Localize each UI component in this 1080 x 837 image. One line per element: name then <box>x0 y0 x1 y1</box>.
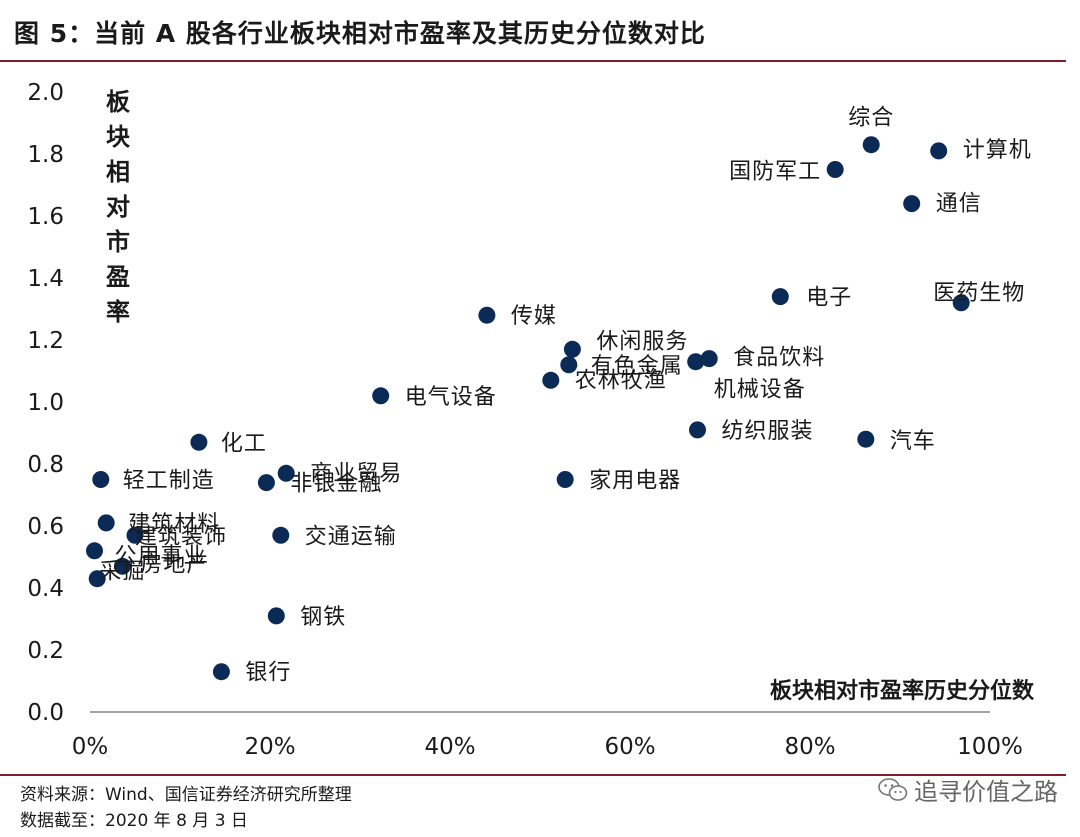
source-note: 资料来源：Wind、国信证券经济研究所整理 <box>20 785 352 805</box>
data-label: 钢铁 <box>300 605 346 630</box>
data-point <box>97 514 115 532</box>
data-point <box>826 161 844 178</box>
title-rule <box>0 60 1066 62</box>
y-tick-label: 1.4 <box>27 266 64 292</box>
data-point <box>277 464 295 482</box>
y-tick-label: 1.2 <box>27 328 64 354</box>
data-label: 建筑材料 <box>128 512 220 537</box>
data-label: 公用事业 <box>115 544 207 569</box>
data-label: 机械设备 <box>714 378 806 403</box>
data-label: 通信 <box>936 192 982 217</box>
figure-title: 图 5：当前 A 股各行业板块相对市盈率及其历史分位数对比 <box>14 19 706 48</box>
data-point <box>88 570 106 588</box>
data-point <box>700 350 718 368</box>
x-tick-label: 100% <box>957 734 1023 760</box>
data-label: 商业贸易 <box>310 461 402 486</box>
y-axis-label: 板块相对市盈率 <box>105 88 131 326</box>
x-axis-label: 板块相对市盈率历史分位数 <box>770 678 1035 704</box>
y-tick-label: 2.0 <box>27 80 64 106</box>
data-point <box>257 474 275 492</box>
y-tick-label: 1.0 <box>27 390 64 416</box>
data-point <box>857 430 875 448</box>
data-point <box>930 142 948 160</box>
data-point <box>372 387 390 405</box>
x-tick-label: 60% <box>604 734 655 760</box>
data-point <box>952 294 970 312</box>
data-label: 汽车 <box>890 429 936 454</box>
data-label: 有色金属 <box>591 354 683 379</box>
data-point <box>560 356 578 374</box>
data-point <box>92 471 110 488</box>
data-point <box>862 136 880 154</box>
data-point <box>687 353 705 371</box>
data-label: 国防军工 <box>729 160 821 185</box>
x-tick-labels: 0% 20% 40% 60% 80% 100% <box>72 734 1023 760</box>
data-point <box>272 526 290 544</box>
x-tick-label: 20% <box>244 734 295 760</box>
data-point <box>190 433 208 451</box>
footer-rule <box>0 774 1066 776</box>
scatter-chart: 0.0 0.2 0.4 0.6 0.8 1.0 1.2 1.4 1.6 1.8 2.0 0% 20% 4… <box>27 80 1035 760</box>
wechat-icon <box>878 777 908 801</box>
data-point <box>212 663 230 681</box>
watermark-text: 追寻价值之路 <box>914 778 1058 806</box>
data-label: 建筑装饰 <box>135 524 227 549</box>
data-label: 电气设备 <box>405 385 497 410</box>
data-point <box>771 288 789 306</box>
data-label: 电子 <box>806 286 852 311</box>
data-label: 农林牧渔 <box>575 368 667 393</box>
data-label: 交通运输 <box>305 524 397 549</box>
data-label: 综合 <box>848 106 894 131</box>
x-tick-label: 0% <box>72 734 109 760</box>
data-point <box>113 557 131 575</box>
data-label: 食品饮料 <box>733 346 825 371</box>
data-point <box>563 340 581 358</box>
x-tick-label: 40% <box>424 734 475 760</box>
date-note: 数据截至：2020 年 8 月 3 日 <box>20 811 248 831</box>
data-point <box>689 421 706 439</box>
data-label: 纺织服装 <box>722 419 814 444</box>
data-label: 传媒 <box>511 304 557 329</box>
data-label: 医药生物 <box>933 281 1025 306</box>
y-tick-label: 1.8 <box>27 142 64 168</box>
y-tick-label: 0.6 <box>27 514 64 540</box>
watermark: 追寻价值之路 <box>878 772 1058 807</box>
data-label: 计算机 <box>963 138 1032 163</box>
data-point <box>556 471 574 488</box>
data-label: 家用电器 <box>589 469 681 494</box>
data-point <box>903 195 921 213</box>
data-label: 银行 <box>245 661 291 686</box>
y-tick-labels: 0.0 0.2 0.4 0.6 0.8 1.0 1.2 1.4 1.6 1.8 2.0 <box>27 80 64 726</box>
x-tick-label: 80% <box>784 734 835 760</box>
data-points <box>86 136 970 681</box>
y-tick-label: 0.4 <box>27 576 64 602</box>
data-label: 休闲服务 <box>596 329 688 354</box>
data-label: 轻工制造 <box>123 469 215 494</box>
data-point <box>542 371 560 389</box>
y-tick-label: 0.2 <box>27 638 64 664</box>
data-point <box>86 542 103 560</box>
data-label: 化工 <box>221 431 267 456</box>
y-tick-label: 0.0 <box>27 700 64 726</box>
y-tick-label: 1.6 <box>27 204 64 230</box>
data-label: 房地产 <box>140 552 209 577</box>
data-label: 非银金融 <box>290 472 382 497</box>
data-label: 采掘 <box>99 560 145 585</box>
y-tick-label: 0.8 <box>27 452 64 478</box>
data-point <box>126 526 144 544</box>
data-point <box>478 306 496 324</box>
data-point <box>267 607 285 625</box>
